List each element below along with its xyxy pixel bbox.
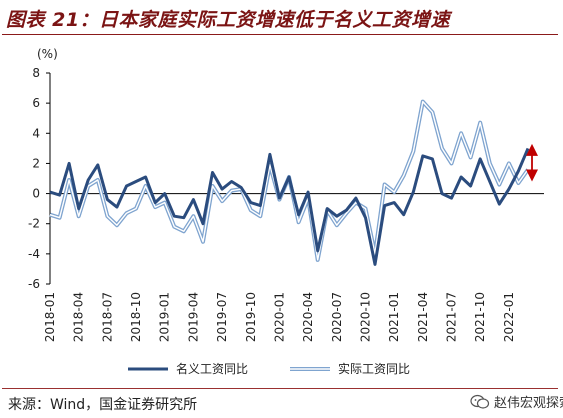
x-tick-label: 2021-04 xyxy=(416,292,430,342)
legend-label-nominal: 名义工资同比 xyxy=(176,361,248,376)
x-tick-label: 2020-10 xyxy=(358,292,372,342)
x-axis: 2018-01 2018-04 2018-07 2018-10 2019-01 2019-… xyxy=(43,193,544,342)
y-axis: (%) -6 -4 -2 0 2 4 6 8 xyxy=(28,47,58,291)
x-tick-label: 2020-01 xyxy=(272,292,286,342)
arrow-head-up xyxy=(526,143,538,156)
chart-title: 图表 21：日本家庭实际工资增速低于名义工资增速 xyxy=(6,9,451,31)
y-tick-label: 6 xyxy=(32,96,40,110)
x-tick-label: 2019-10 xyxy=(244,292,258,342)
y-tick-label: 8 xyxy=(32,66,40,80)
y-tick-label: -6 xyxy=(28,277,40,291)
x-tick-label: 2019-04 xyxy=(186,292,200,342)
series-layer xyxy=(49,99,530,266)
arrow-head-down xyxy=(526,169,538,182)
x-tick-label: 2019-07 xyxy=(215,292,229,342)
legend: 名义工资同比 实际工资同比 xyxy=(128,361,410,376)
wechat-icon xyxy=(470,394,490,409)
watermark: 赵伟宏观探索 xyxy=(470,392,563,411)
divergence-arrow xyxy=(526,143,538,182)
x-tick-label: 2020-04 xyxy=(301,292,315,342)
source-note: 来源：Wind，国金证券研究所 xyxy=(8,397,198,413)
x-tick-label: 2021-07 xyxy=(445,292,459,342)
y-tick-label: 4 xyxy=(32,126,40,140)
x-tick-label: 2018-10 xyxy=(129,292,143,342)
x-tick-label: 2018-04 xyxy=(72,292,86,342)
title-divider xyxy=(2,34,558,35)
y-tick-label: 2 xyxy=(32,156,40,170)
x-tick-label: 2018-01 xyxy=(43,292,57,342)
legend-label-real: 实际工资同比 xyxy=(338,361,410,376)
y-tick-label: -4 xyxy=(28,247,40,261)
y-tick-label: -2 xyxy=(28,217,40,231)
x-tick-label: 2020-07 xyxy=(330,292,344,342)
source-divider xyxy=(2,388,558,389)
y-tick-label: 0 xyxy=(32,187,40,201)
watermark-text: 赵伟宏观探索 xyxy=(494,396,563,411)
x-tick-label: 2018-07 xyxy=(100,292,114,342)
x-tick-label: 2021-10 xyxy=(473,292,487,342)
series-nominal-wage xyxy=(49,147,530,266)
y-unit-label: (%) xyxy=(37,47,58,61)
x-tick-label: 2022-01 xyxy=(502,292,516,342)
x-tick-label: 2021-01 xyxy=(387,292,401,342)
x-tick-label: 2019-01 xyxy=(158,292,172,342)
